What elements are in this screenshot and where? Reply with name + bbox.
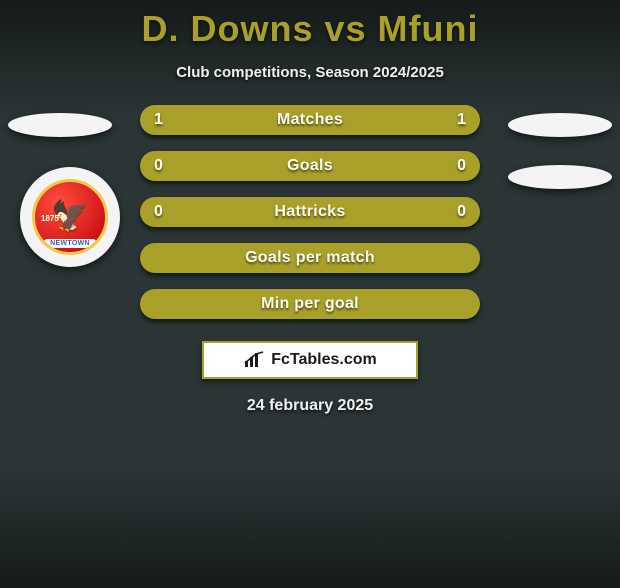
stat-label: Matches <box>277 111 343 129</box>
comparison-panel: 🦅 1875 NEWTOWN 1 Matches 1 0 Goals 0 0 H… <box>0 105 620 415</box>
generated-date: 24 february 2025 <box>0 397 620 415</box>
stat-left-value: 0 <box>154 203 163 221</box>
stat-label: Goals per match <box>245 249 375 267</box>
stat-row-min-per-goal: Min per goal <box>140 289 480 319</box>
stat-label: Goals <box>287 157 333 175</box>
stat-left-value: 0 <box>154 157 163 175</box>
stats-list: 1 Matches 1 0 Goals 0 0 Hattricks 0 Goal… <box>140 105 480 319</box>
brand-text: FcTables.com <box>271 351 377 369</box>
crest-ribbon: NEWTOWN <box>44 239 96 248</box>
player2-shape-1 <box>508 113 612 137</box>
brand-badge[interactable]: FcTables.com <box>202 341 418 379</box>
player2-shape-2 <box>508 165 612 189</box>
stat-row-matches: 1 Matches 1 <box>140 105 480 135</box>
crest-year: 1875 <box>41 214 59 223</box>
stat-right-value: 1 <box>457 111 466 129</box>
club-crest: 🦅 1875 NEWTOWN <box>32 179 108 255</box>
stat-row-goals-per-match: Goals per match <box>140 243 480 273</box>
subtitle: Club competitions, Season 2024/2025 <box>0 64 620 81</box>
stat-row-goals: 0 Goals 0 <box>140 151 480 181</box>
stat-label: Hattricks <box>274 203 345 221</box>
player1-club-badge: 🦅 1875 NEWTOWN <box>20 167 120 267</box>
stat-left-value: 1 <box>154 111 163 129</box>
player1-shape-1 <box>8 113 112 137</box>
stat-right-value: 0 <box>457 203 466 221</box>
stat-row-hattricks: 0 Hattricks 0 <box>140 197 480 227</box>
bar-chart-icon <box>243 351 265 369</box>
page-title: D. Downs vs Mfuni <box>0 8 620 50</box>
stat-right-value: 0 <box>457 157 466 175</box>
stat-label: Min per goal <box>261 295 359 313</box>
